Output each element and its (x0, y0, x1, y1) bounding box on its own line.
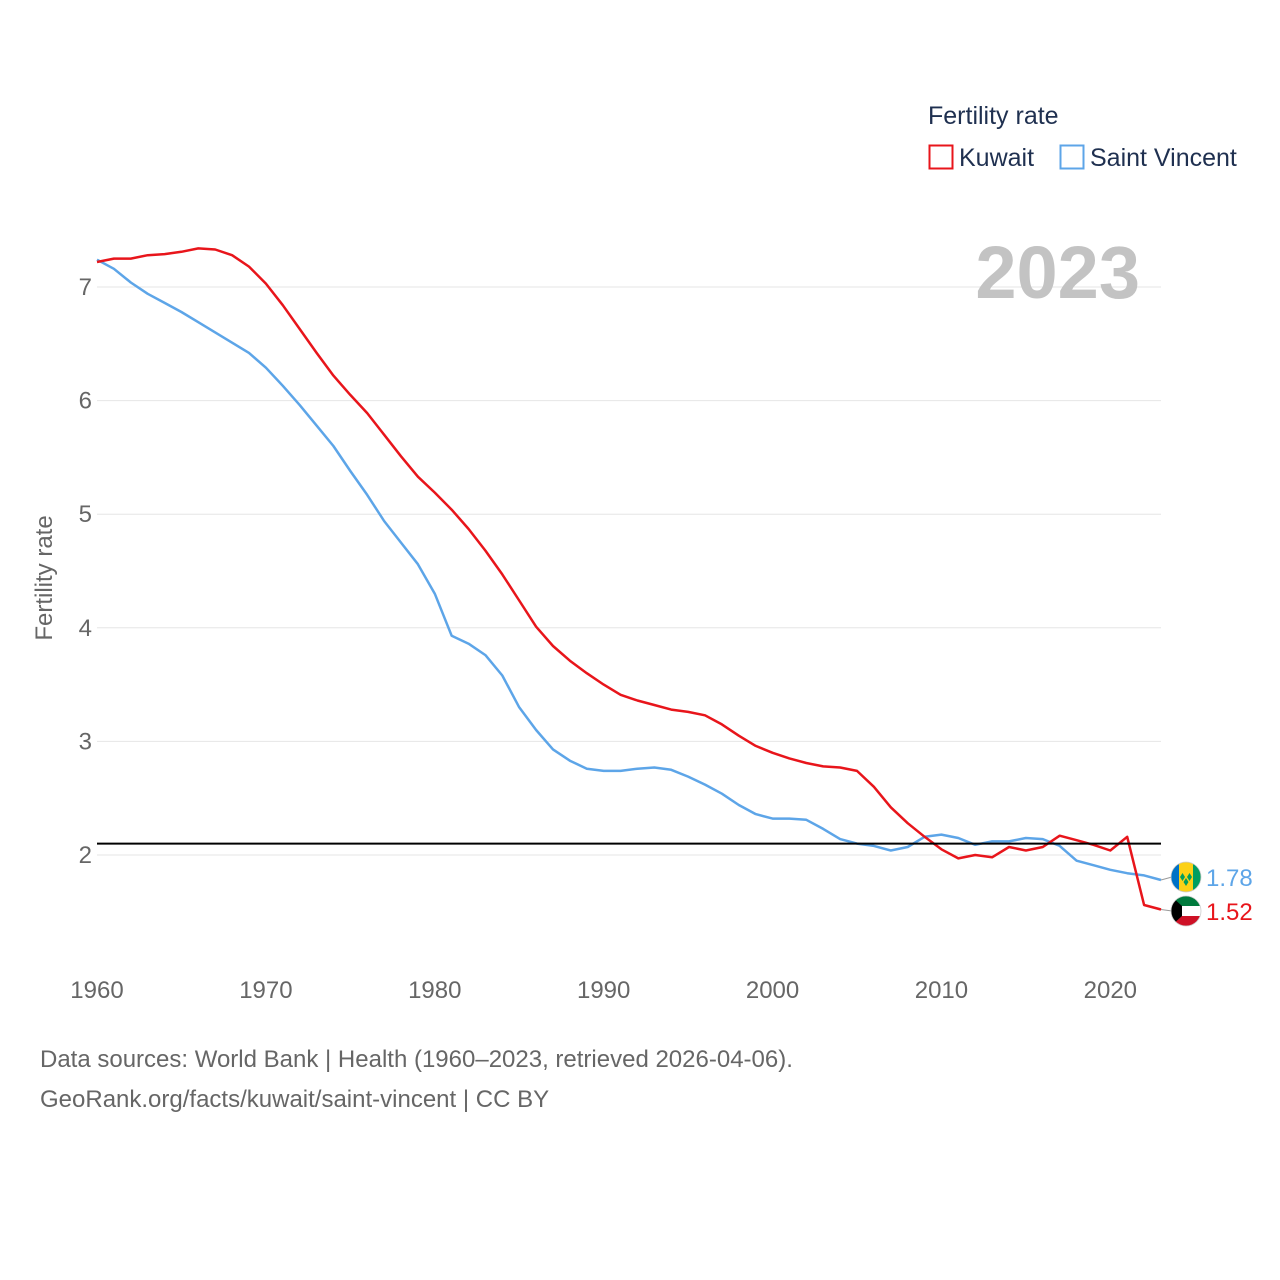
end-markers: 1.52 1.78 (1160, 861, 1253, 927)
legend-title: Fertility rate (928, 102, 1059, 130)
x-tick-label: 1970 (239, 977, 292, 1004)
y-tick-label: 4 (79, 615, 92, 642)
legend-label-kuwait[interactable]: Kuwait (959, 144, 1034, 172)
x-tick-label: 2000 (746, 977, 799, 1004)
x-tick-label: 2020 (1084, 977, 1137, 1004)
legend-swatch-saint-vincent[interactable] (1059, 144, 1085, 170)
current-year-label: 2023 (975, 231, 1140, 314)
end-connector (1160, 876, 1173, 881)
end-connector (1160, 909, 1173, 912)
saint-vincent-flag-icon (1170, 861, 1202, 893)
end-value-label-saint-vincent: 1.78 (1206, 865, 1253, 892)
y-tick-label: 7 (79, 274, 92, 301)
x-tick-label: 1960 (70, 977, 123, 1004)
end-value-label-kuwait: 1.52 (1206, 899, 1253, 926)
legend-swatch-kuwait[interactable] (928, 144, 954, 170)
y-tick-label: 6 (79, 388, 92, 415)
source-text: Data sources: World Bank | Health (1960–… (40, 1046, 793, 1073)
kuwait-flag-icon (1170, 895, 1202, 927)
series-line-saint-vincent[interactable] (96, 258, 1162, 882)
x-axis: 1960 1970 1980 1990 2000 2010 2020 (70, 977, 1137, 1004)
y-tick-label: 5 (79, 501, 92, 528)
x-tick-label: 1990 (577, 977, 630, 1004)
x-tick-label: 1980 (408, 977, 461, 1004)
y-axis-title: Fertility rate (31, 515, 58, 640)
series-lines (96, 247, 1162, 911)
legend: Fertility rate Kuwait Saint Vincent (928, 102, 1237, 172)
legend-label-saint-vincent[interactable]: Saint Vincent (1090, 144, 1237, 172)
x-tick-label: 2010 (915, 977, 968, 1004)
y-tick-label: 3 (79, 728, 92, 755)
series-line-kuwait[interactable] (96, 247, 1162, 911)
y-axis: 2 3 4 5 6 7 (79, 274, 92, 869)
y-tick-label: 2 (79, 842, 92, 869)
attribution-link[interactable]: GeoRank.org/facts/kuwait/saint-vincent |… (40, 1086, 550, 1113)
